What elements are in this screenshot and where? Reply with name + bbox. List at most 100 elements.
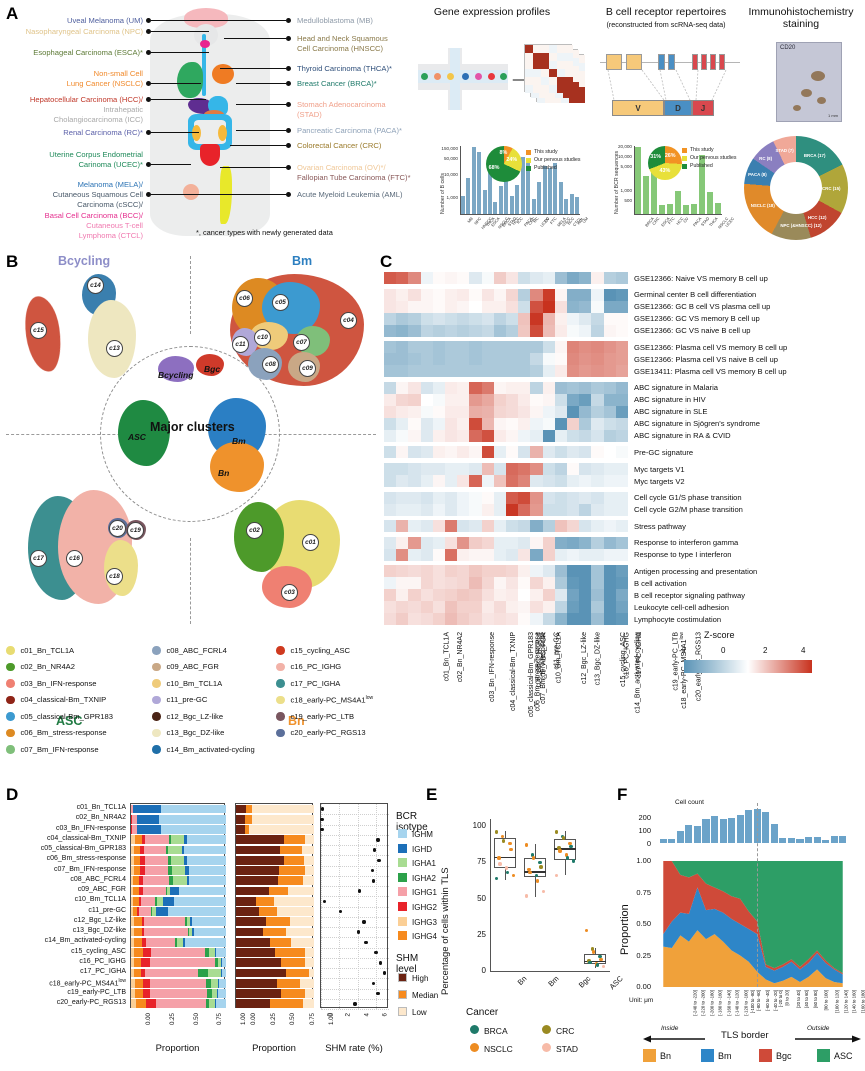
mini-heatmap-cell [541,85,549,93]
isotype-segment [141,968,145,978]
heatmap-cell [408,503,421,516]
e-data-point [504,866,509,870]
heatmap-cell [603,491,616,504]
connector-line-left-1 [151,31,209,33]
cluster-tag-c06: c06 [236,290,253,307]
panel-d-letter: D [6,785,19,804]
f-xtick: [100 to 120] [834,990,840,1013]
shm-segment [236,835,285,845]
heatmap-cell [530,565,543,578]
heatmap-cell [579,272,592,284]
shm-segment [236,866,279,875]
cancer-label-left-16: Lymphoma (CTCL) [78,231,143,240]
mini-heatmap-cell [533,53,541,61]
heatmap-cell [396,475,409,487]
heatmap-row-label: Antigen processing and presentation [634,567,758,576]
heatmap-cell [396,405,409,418]
heatmap-cell [518,405,531,418]
heatmap-cell [432,324,445,337]
isotype-segment [168,845,182,855]
proportion-area-chart: 0.00 0.25 0.50 0.75 1.00 [-240 to -220] [-220 … [613,785,865,1016]
mini-heatmap-cell [545,95,553,103]
isotype-segment [141,937,146,947]
isotype-segment [184,845,226,855]
e-legend-dot [542,1043,551,1052]
d-row-label: c10_Bm_TCL1A [74,896,126,904]
heatmap-cell [518,429,531,442]
isotype-segment [136,999,146,1009]
human-body-diagram [150,6,270,238]
isotype-segment [131,825,133,834]
isotype-segment [131,927,135,937]
connector-dot-right-3 [286,66,291,71]
donut-segment-label: CRC (15) [821,185,841,191]
legend-label: c04_classical-Bm_TXNIP [20,695,107,705]
legend-item: c19_early-PC_LTB [276,708,373,725]
bcr-isotype-legend-title: BCR isotype [396,811,428,833]
shm-segment [236,907,260,916]
isotype-segment [168,907,226,916]
legend-label: c17_PC_IGHA [290,678,341,688]
heatmap-cell [384,288,397,301]
pie-slice-label: 24% [506,156,518,163]
heatmap-cell [603,300,616,313]
heatmap-cell [457,353,470,366]
cell-count-bar [796,839,804,843]
mini-heatmap-cell [557,69,565,77]
cell-count-bar [753,808,761,843]
organ-uterus [200,144,220,166]
isotype-segment [134,968,141,978]
heatmap-cell [432,417,445,430]
shm-rate-dot [357,889,362,893]
isotype-legend-label: IGHM [412,830,433,839]
heatmap-cell [493,417,506,430]
isotype-segment [140,845,144,855]
isotype-segment [221,958,223,968]
heatmap-cell [579,341,592,354]
isotype-segment [217,978,219,988]
shm-legend-label: Median [412,991,439,1000]
mini-heatmap-cell [577,63,585,71]
legend-color-dot [152,712,161,721]
isotype-segment [131,866,135,875]
isotype-segment [134,835,142,845]
isotype-segment [183,855,188,865]
heatmap-cell [530,520,543,533]
heatmap-cell [396,491,409,504]
heatmap-cell [542,300,555,313]
heatmap-cell [384,601,397,614]
bar [667,203,673,214]
cancer-label-left-11: Melanoma (MELA)/ [77,180,143,189]
isotype-segment [145,999,157,1009]
isotype-segment [133,886,139,896]
legend-label: c16_PC_IGHG [290,662,342,672]
mini-heatmap-cell [525,45,533,53]
heatmap-cell [554,520,567,533]
heatmap-cell [542,475,555,487]
shm-rate-dot [320,827,324,832]
heatmap-cell [457,520,470,533]
e-data-point [590,947,595,952]
heatmap-cell [615,520,628,533]
panel-a: A Uveal Melanoma (UM) Nasopharyngeal Carc… [0,0,865,250]
heatmap-column-label: c01_Bn_TCL1A [443,632,451,682]
cell-count-bar [728,817,736,843]
shm-segment [270,999,304,1009]
heatmap-cell [481,312,494,325]
pie-slice-label: 31% [650,153,662,160]
heatmap-cell [603,613,616,626]
e-data-point [595,963,600,967]
pie-legend-label: Our pervous studies [690,155,737,161]
heatmap-cell [554,365,567,378]
grid-line-h [321,814,389,816]
bar [542,165,547,214]
mini-heatmap-cell [547,90,555,98]
isotype-legend-swatch [398,902,407,911]
isotype-segment [171,855,184,865]
heatmap-cell [579,577,592,590]
f-unit-label: Unit: μm [629,997,654,1004]
heatmap-cell [445,393,458,406]
heatmap-cell [432,565,445,578]
heading-ihc-text: Immunohistochemistry [748,6,854,18]
connector-dot-left-5 [146,97,151,102]
